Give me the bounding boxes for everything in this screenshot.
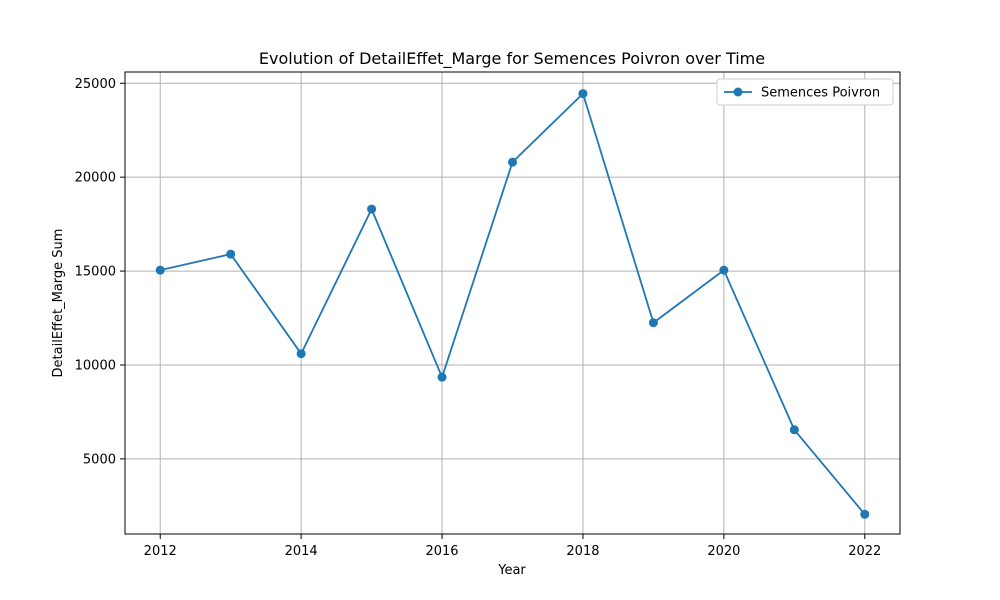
grid [125,72,900,534]
data-point [719,265,729,275]
data-point [155,265,165,275]
data-point [789,425,799,435]
x-tick-label: 2018 [566,544,599,559]
y-tick-label: 25000 [75,77,116,92]
legend: Semences Poivron [716,78,894,106]
y-tick-label: 10000 [75,358,116,373]
data-point [648,318,658,328]
data-point [578,89,588,99]
series-line [160,92,866,515]
x-tick-label: 2020 [707,544,740,559]
chart-title: Evolution of DetailEffet_Marge for Semen… [259,49,765,69]
y-axis-label: DetailEffet_Marge Sum [51,229,66,378]
y-tick-label: 5000 [83,452,116,467]
y-tick-label: 20000 [75,171,116,186]
x-tick-label: 2022 [848,544,881,559]
data-point [226,249,236,259]
x-axis-label: Year [497,563,526,578]
axis-ticks: 2012 2014 2016 2018 2020 2022 5000 10000 15000 20… [75,77,882,559]
legend-box [716,78,894,106]
x-tick-label: 2012 [144,544,177,559]
data-point [296,349,306,359]
plot-area-frame [124,71,901,535]
data-point [508,157,517,167]
data-point [860,509,870,519]
y-tick-label: 15000 [75,265,116,280]
legend-point-marker [733,87,743,97]
series-layer [155,89,870,519]
x-tick-label: 2014 [285,544,318,559]
data-point [437,372,447,382]
data-point [367,204,377,214]
legend-label: Semences Poivron [761,86,880,101]
x-tick-label: 2016 [425,544,458,559]
